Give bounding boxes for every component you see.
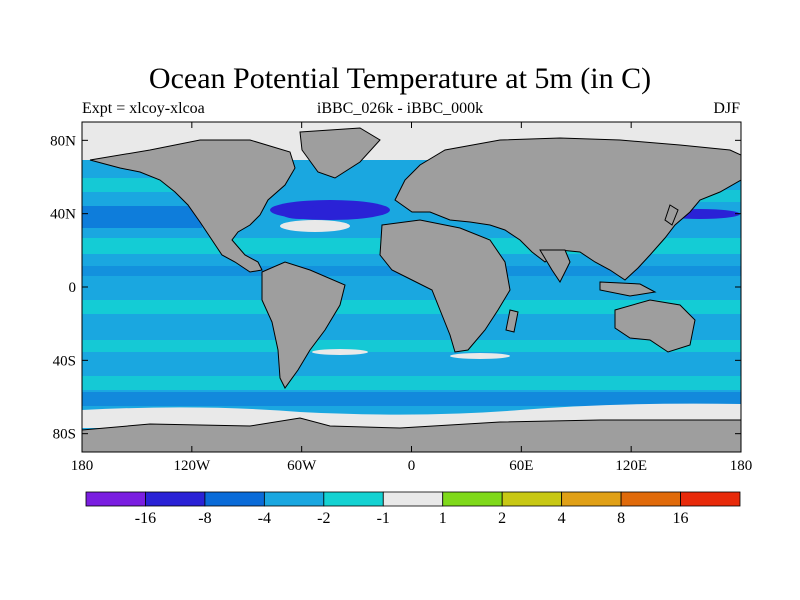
colorbar: -16 -8 -4 -2 -1 1 2 4 8 16 — [86, 492, 740, 527]
colorbar-label: -2 — [317, 510, 330, 527]
north-atlantic-anomaly — [280, 220, 350, 232]
lon-tick-label: 180 — [71, 458, 94, 474]
colorbar-swatch — [145, 492, 204, 506]
colorbar-label: -16 — [135, 510, 156, 527]
map-area — [82, 122, 741, 452]
colorbar-label: 4 — [558, 510, 566, 527]
colorbar-swatch — [86, 492, 145, 506]
lat-tick-label: 80N — [50, 133, 76, 149]
colorbar-swatch — [443, 492, 502, 506]
colorbar-swatch — [324, 492, 383, 506]
south-atlantic-anomaly — [312, 349, 368, 355]
colorbar-label: -4 — [258, 510, 271, 527]
lon-tick-label: 0 — [408, 458, 416, 474]
colorbar-label: -8 — [198, 510, 211, 527]
ocean-band — [82, 340, 741, 352]
colorbar-swatch — [205, 492, 264, 506]
north-atlantic-anomaly — [280, 205, 320, 219]
ocean-band — [82, 392, 741, 406]
colorbar-swatch — [621, 492, 680, 506]
lon-tick-label: 60W — [287, 458, 317, 474]
lat-tick-label: 40N — [50, 207, 76, 223]
colorbar-label: 8 — [617, 510, 625, 527]
ocean-band — [82, 376, 741, 390]
ocean-band — [82, 206, 202, 228]
south-indian-anomaly — [450, 353, 510, 359]
colorbar-swatch — [562, 492, 621, 506]
colorbar-swatch — [502, 492, 561, 506]
colorbar-swatch — [264, 492, 323, 506]
colorbar-label: 2 — [498, 510, 506, 527]
colorbar-label: -1 — [377, 510, 390, 527]
lon-tick-label: 120W — [173, 458, 211, 474]
colorbar-swatch — [681, 492, 740, 506]
lat-tick-label: 0 — [69, 280, 77, 296]
lat-tick-label: 40S — [53, 353, 76, 369]
lon-tick-label: 180 — [730, 458, 753, 474]
colorbar-swatch — [383, 492, 442, 506]
colorbar-label: 1 — [439, 510, 447, 527]
lon-tick-label: 120E — [615, 458, 647, 474]
lat-tick-label: 80S — [53, 427, 76, 443]
lon-tick-label: 60E — [509, 458, 533, 474]
colorbar-label: 16 — [673, 510, 689, 527]
